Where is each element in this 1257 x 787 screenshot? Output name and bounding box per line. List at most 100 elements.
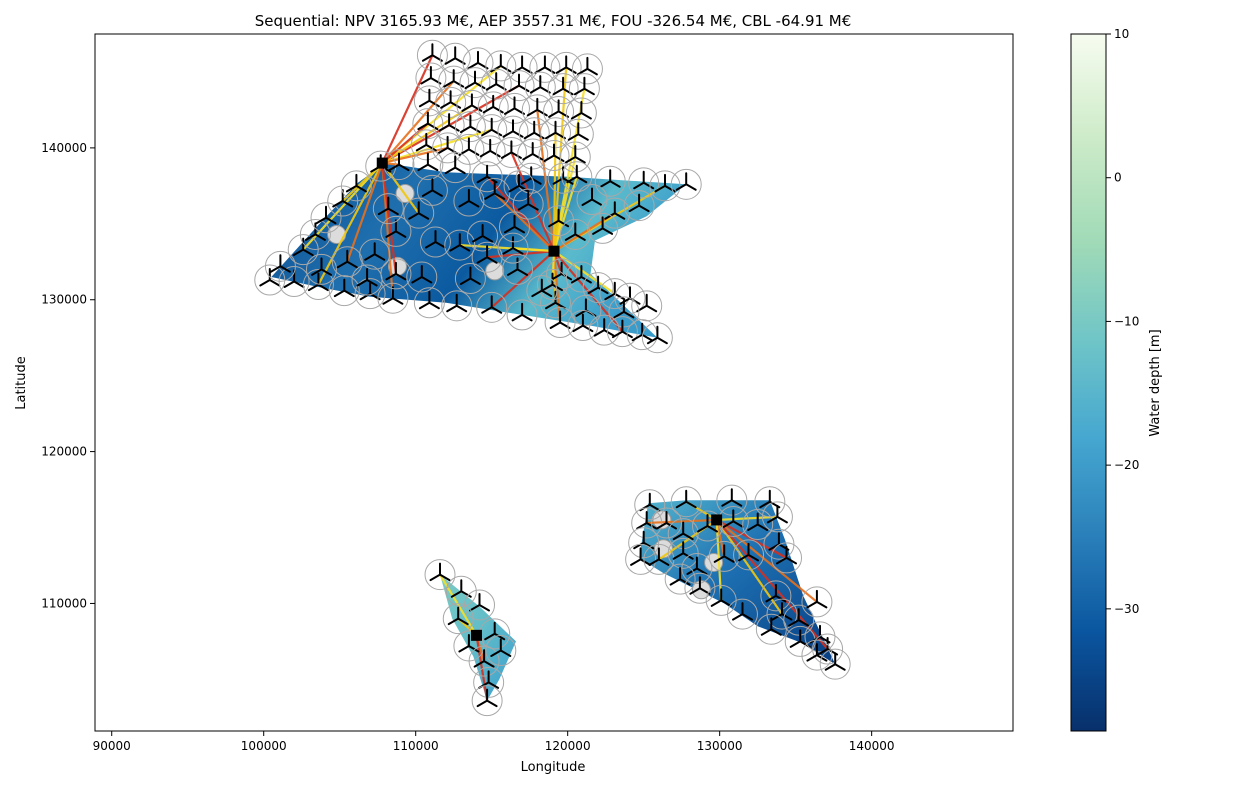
turbine-marker bbox=[572, 313, 594, 333]
turbine-icon bbox=[447, 606, 469, 626]
turbine-icon bbox=[469, 593, 490, 612]
turbine-icon bbox=[572, 313, 594, 333]
turbine-icon bbox=[440, 90, 462, 109]
turbine-buffer bbox=[454, 262, 486, 294]
turbine-icon bbox=[481, 117, 503, 137]
turbine-icon bbox=[648, 547, 670, 566]
turbine-icon bbox=[481, 295, 503, 314]
turbine-icon bbox=[732, 602, 753, 621]
turbine-icon bbox=[461, 93, 483, 112]
turbine-buffer bbox=[445, 575, 477, 607]
turbine-buffer bbox=[524, 71, 556, 103]
turbine-marker bbox=[473, 649, 495, 668]
turbine-icon bbox=[479, 138, 501, 158]
turbine-marker bbox=[581, 187, 603, 206]
turbine-icon bbox=[604, 201, 626, 220]
cable-segment bbox=[553, 250, 616, 295]
turbine-buffer bbox=[413, 85, 445, 117]
x-tick-label: 130000 bbox=[697, 739, 743, 753]
turbine-marker bbox=[446, 293, 468, 313]
turbine-icon bbox=[417, 152, 439, 172]
turbine-marker bbox=[548, 208, 570, 228]
turbine-marker bbox=[502, 119, 524, 138]
turbine-buffer bbox=[454, 111, 486, 143]
turbine-marker bbox=[440, 90, 462, 109]
turbine-buffer bbox=[733, 539, 765, 571]
turbine-icon bbox=[570, 101, 592, 120]
turbine-icon bbox=[408, 201, 430, 220]
turbine-marker bbox=[443, 69, 465, 88]
cable-segment bbox=[381, 80, 455, 164]
turbine-buffer bbox=[594, 165, 626, 197]
turbine-icon bbox=[633, 530, 655, 550]
turbine-icon bbox=[472, 224, 494, 243]
turbine-buffer bbox=[432, 132, 464, 164]
turbine-marker bbox=[710, 588, 732, 607]
turbine-icon bbox=[417, 111, 439, 131]
turbine-marker bbox=[459, 266, 481, 285]
turbine-marker bbox=[675, 172, 697, 191]
turbine-icon bbox=[631, 322, 653, 342]
turbine-icon bbox=[511, 302, 533, 322]
turbine-icon bbox=[593, 318, 615, 337]
turbine-buffer bbox=[540, 287, 572, 319]
turbine-buffer bbox=[670, 486, 702, 518]
turbine-marker bbox=[377, 196, 399, 216]
wind-turbines bbox=[254, 39, 851, 717]
turbine-buffer bbox=[424, 559, 456, 591]
turbine-marker bbox=[599, 169, 621, 188]
turbine-marker bbox=[408, 201, 430, 220]
turbine-buffer bbox=[331, 246, 363, 278]
turbine-buffer bbox=[536, 269, 568, 301]
turbine-marker bbox=[476, 245, 498, 264]
turbine-buffer bbox=[435, 86, 467, 118]
turbine-marker bbox=[564, 145, 586, 164]
turbine-icon bbox=[573, 76, 595, 96]
turbine-buffer bbox=[439, 42, 471, 74]
turbine-buffer bbox=[562, 118, 594, 150]
turbine-marker bbox=[675, 489, 697, 509]
turbine-buffer bbox=[565, 97, 597, 129]
turbine-icon bbox=[570, 265, 592, 284]
turbine-marker bbox=[543, 143, 565, 162]
turbine-icon bbox=[523, 120, 545, 140]
plot-background bbox=[95, 34, 1013, 731]
turbine-buffer bbox=[438, 65, 470, 97]
turbine-buffer bbox=[503, 170, 535, 202]
turbine-marker bbox=[292, 237, 314, 257]
turbine-marker bbox=[592, 216, 614, 235]
turbine-icon bbox=[581, 187, 603, 206]
turbine-icon bbox=[656, 511, 677, 530]
turbine-buffer bbox=[442, 603, 474, 635]
turbine-icon bbox=[502, 119, 524, 138]
turbine-marker bbox=[508, 173, 530, 193]
colorbar-label: Water depth [m] bbox=[1148, 329, 1163, 436]
chart-title: Sequential: NPV 3165.93 M€, AEP 3557.31 … bbox=[255, 12, 852, 30]
turbine-icon bbox=[722, 509, 744, 528]
turbine-icon bbox=[675, 172, 697, 191]
colorbar-tick-label: 10 bbox=[1114, 27, 1129, 41]
turbine-icon bbox=[564, 222, 586, 241]
turbine-marker bbox=[613, 299, 635, 319]
turbine-marker bbox=[656, 511, 677, 530]
turbine-buffer bbox=[498, 211, 530, 243]
turbine-marker bbox=[259, 268, 281, 287]
turbine-icon bbox=[425, 230, 446, 249]
turbine-marker bbox=[564, 222, 586, 241]
turbine-buffer bbox=[416, 174, 448, 206]
turbine-buffer bbox=[328, 275, 360, 307]
turbine-icon bbox=[507, 257, 528, 276]
turbine-marker bbox=[444, 155, 466, 175]
turbine-marker bbox=[511, 55, 533, 74]
turbine-icon bbox=[710, 588, 732, 607]
turbine-marker bbox=[458, 189, 480, 208]
turbine-icon bbox=[482, 94, 504, 114]
turbine-icon bbox=[385, 261, 407, 281]
turbine-marker bbox=[593, 318, 615, 337]
colorbar-tick-label: −20 bbox=[1114, 458, 1139, 472]
turbine-icon bbox=[336, 249, 358, 269]
turbine-icon bbox=[464, 70, 486, 90]
turbine-buffer bbox=[742, 508, 774, 540]
turbine-icon bbox=[458, 189, 480, 208]
